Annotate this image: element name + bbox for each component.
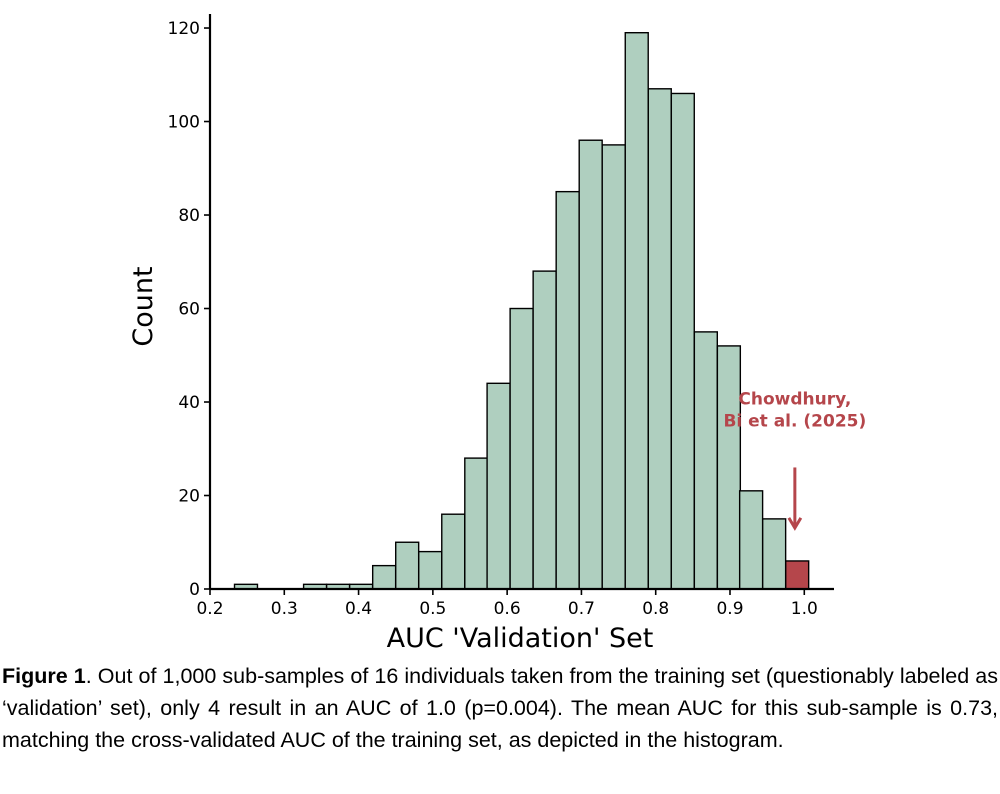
- x-axis-title: AUC 'Validation' Set: [387, 623, 654, 654]
- x-tick-label: 0.8: [642, 599, 669, 619]
- histogram-bar: [761, 518, 787, 590]
- annotation-arrow-head: [787, 517, 803, 531]
- x-tick-label: 0.9: [716, 599, 743, 619]
- y-tick-label: 120: [168, 19, 200, 39]
- annotation-text-line-2: Bi et al. (2025): [723, 412, 866, 432]
- histogram-bars: [233, 31, 810, 590]
- y-tick-label: 20: [178, 487, 200, 507]
- x-tick-label: 0.5: [419, 599, 446, 619]
- annotation-text-line-1: Chowdhury,: [738, 390, 851, 410]
- histogram-bar: [371, 564, 397, 590]
- histogram-bar: [486, 382, 511, 590]
- x-tick-label: 0.3: [271, 599, 298, 619]
- y-tick-label: 0: [189, 580, 200, 600]
- histogram-bar: [647, 88, 672, 590]
- x-tick-label: 0.7: [568, 599, 595, 619]
- histogram-bar: [738, 490, 764, 590]
- histogram-bar: [441, 513, 466, 590]
- histogram-bar: [464, 457, 489, 590]
- x-tick-label: 0.6: [494, 599, 521, 619]
- histogram-bar: [716, 345, 742, 590]
- histogram-bar: [578, 139, 603, 590]
- histogram-bar: [670, 92, 695, 590]
- x-tick-label: 0.4: [345, 599, 372, 619]
- y-tick-label: 40: [178, 393, 200, 413]
- histogram-bar: [395, 541, 420, 590]
- histogram-bar-highlight: [785, 560, 810, 590]
- figure-caption: Figure 1. Out of 1,000 sub-samples of 16…: [2, 660, 998, 756]
- x-axis-ticks: 0.2 0.3 0.4 0.5 0.6 0.7 0.8 0.9 1.0: [196, 589, 818, 619]
- x-tick-label: 1.0: [791, 599, 818, 619]
- histogram-bar: [532, 270, 557, 590]
- figure-caption-label: Figure 1: [2, 664, 86, 688]
- x-tick-label: 0.2: [196, 599, 223, 619]
- histogram-bar: [555, 190, 580, 590]
- figure-caption-text: . Out of 1,000 sub-samples of 16 individ…: [2, 664, 998, 752]
- y-axis-title: Count: [128, 266, 159, 346]
- y-tick-label: 80: [178, 206, 200, 226]
- histogram-bar: [601, 144, 626, 590]
- histogram-bar: [509, 307, 534, 590]
- y-tick-label: 60: [178, 300, 200, 320]
- annotation-group: Chowdhury, Bi et al. (2025): [723, 390, 866, 531]
- histogram-bar: [418, 550, 443, 590]
- y-tick-label: 100: [168, 113, 200, 133]
- histogram-bar: [693, 331, 718, 590]
- histogram-figure: 0 20 40 60 80 100 120 0.2 0.3 0.4 0.5 0.6 0.7 0.8 0.9…: [128, 14, 866, 654]
- histogram-bar: [624, 31, 649, 590]
- y-axis-ticks: 0 20 40 60 80 100 120: [168, 19, 210, 600]
